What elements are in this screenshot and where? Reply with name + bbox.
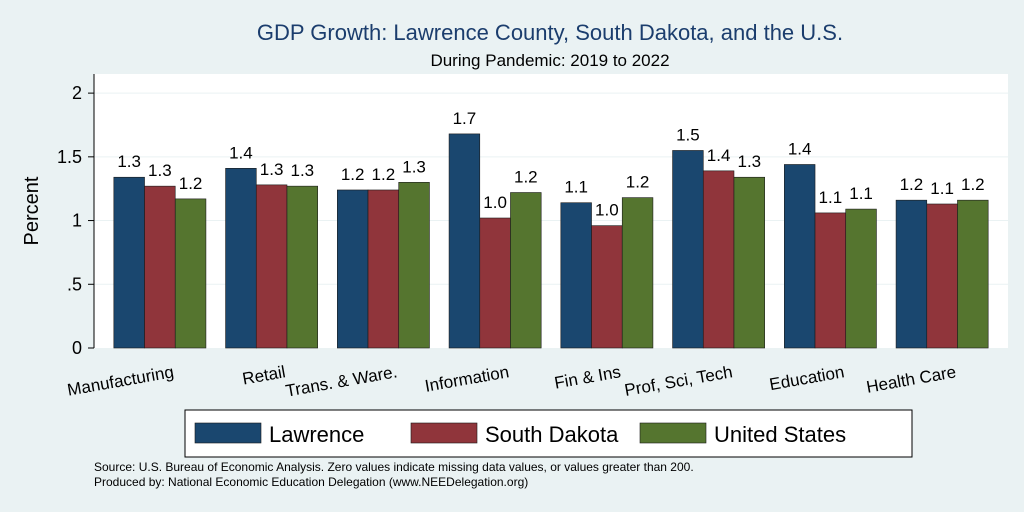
bar xyxy=(286,185,318,349)
bar xyxy=(957,199,989,349)
y-tick-label: 0 xyxy=(72,338,82,358)
data-label: 1.5 xyxy=(676,125,700,144)
data-label: 1.1 xyxy=(564,178,588,197)
legend-swatch xyxy=(639,422,707,444)
category-label: Retail xyxy=(241,362,287,388)
category-label: Education xyxy=(768,362,846,394)
category-label: Prof, Sci, Tech xyxy=(623,362,734,400)
data-label: 1.2 xyxy=(900,175,924,194)
bar xyxy=(784,164,816,349)
bar xyxy=(895,199,928,349)
bar xyxy=(733,176,765,349)
legend-label: South Dakota xyxy=(485,422,619,447)
y-axis-ticks: 0 .5 1 1.5 2 xyxy=(57,83,94,358)
data-label: 1.2 xyxy=(514,168,538,187)
y-tick-label: 1 xyxy=(72,211,82,231)
bar xyxy=(255,184,288,349)
data-label: 1.3 xyxy=(738,152,762,171)
data-label: 1.1 xyxy=(819,188,843,207)
legend-items: Lawrence South Dakota United States xyxy=(194,422,846,447)
data-label: 1.2 xyxy=(961,175,985,194)
data-label: 1.0 xyxy=(483,193,507,212)
y-axis-label: Percent xyxy=(21,176,43,245)
data-label: 1.4 xyxy=(229,143,253,162)
produced-by-note: Produced by: National Economic Education… xyxy=(94,475,528,489)
y-tick-label: .5 xyxy=(67,274,82,294)
data-label: 1.3 xyxy=(148,161,172,180)
bar xyxy=(174,198,207,349)
category-label: Manufacturing xyxy=(66,362,175,399)
chart-title: GDP Growth: Lawrence County, South Dakot… xyxy=(257,20,843,45)
data-label: 1.3 xyxy=(117,152,141,171)
category-label: Fin & Ins xyxy=(553,362,622,392)
bar xyxy=(845,208,877,349)
bars xyxy=(113,133,989,349)
category-label: Information xyxy=(423,362,510,395)
legend-swatch xyxy=(194,422,262,444)
bar xyxy=(479,217,511,349)
bar xyxy=(560,202,592,349)
legend xyxy=(184,409,913,458)
y-tick-label: 2 xyxy=(72,83,82,103)
bar xyxy=(814,212,847,349)
bar xyxy=(448,133,481,349)
bar xyxy=(702,170,735,349)
data-labels: 1.3 1.3 1.2 1.4 1.3 1.3 1.2 1.2 1.3 1.7 1.0 1.2 1.1 1… xyxy=(117,109,984,220)
category-label: Health Care xyxy=(865,362,958,396)
legend-swatch xyxy=(410,422,478,444)
bar xyxy=(398,182,430,349)
bar xyxy=(510,192,542,349)
legend-label: United States xyxy=(714,422,846,447)
y-tick-label: 1.5 xyxy=(57,147,82,167)
legend-label: Lawrence xyxy=(269,422,364,447)
data-label: 1.7 xyxy=(453,109,477,128)
data-label: 1.3 xyxy=(291,161,315,180)
data-label: 1.2 xyxy=(372,165,396,184)
bar xyxy=(672,150,704,349)
bar xyxy=(926,203,958,349)
bar xyxy=(621,197,654,349)
data-label: 1.1 xyxy=(930,179,954,198)
data-label: 1.2 xyxy=(341,165,365,184)
data-label: 1.2 xyxy=(626,173,650,192)
bar xyxy=(337,189,369,349)
data-label: 1.1 xyxy=(849,184,873,203)
data-label: 1.2 xyxy=(179,174,203,193)
bar xyxy=(144,185,176,349)
data-label: 1.4 xyxy=(788,139,812,158)
source-note: Source: U.S. Bureau of Economic Analysis… xyxy=(94,460,694,474)
bar xyxy=(225,168,257,349)
bar xyxy=(113,176,145,349)
category-label: Trans. & Ware. xyxy=(284,362,399,400)
chart-subtitle: During Pandemic: 2019 to 2022 xyxy=(430,51,669,70)
bar xyxy=(591,225,623,349)
data-label: 1.4 xyxy=(707,146,731,165)
data-label: 1.3 xyxy=(260,160,284,179)
data-label: 1.0 xyxy=(595,201,619,220)
data-label: 1.3 xyxy=(402,157,426,176)
bar xyxy=(367,189,400,349)
